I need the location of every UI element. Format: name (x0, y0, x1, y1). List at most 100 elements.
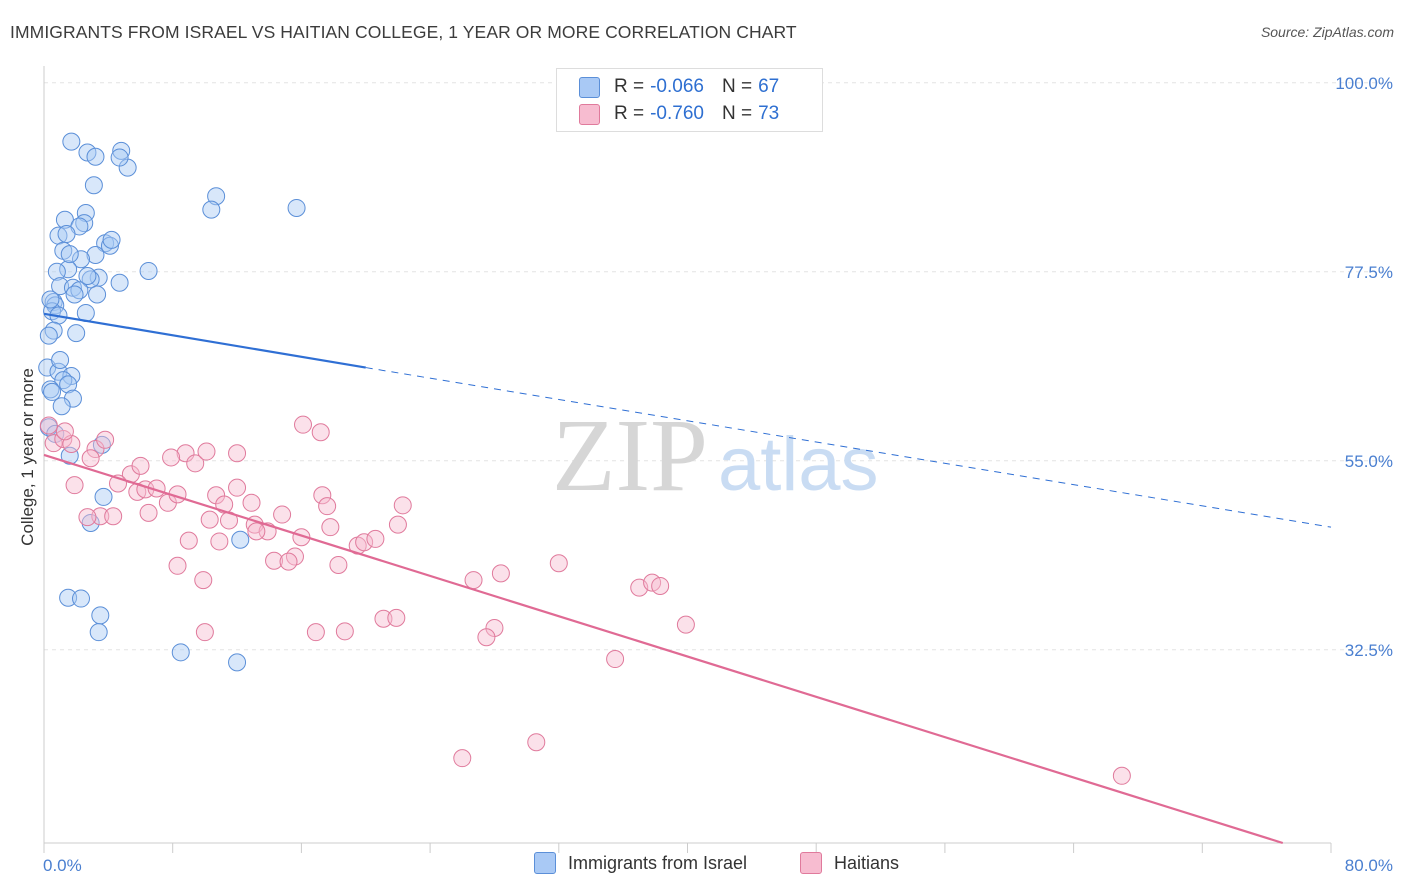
point-israel (91, 606, 110, 625)
point-israel (100, 236, 119, 255)
point-israel (287, 198, 306, 217)
data-points (38, 132, 1131, 785)
point-haitians (168, 556, 187, 575)
legend-r-value: -0.760 (650, 103, 704, 124)
legend-row-haitians: R = -0.760 N = 73 (579, 102, 779, 126)
point-israel (86, 246, 105, 264)
watermark-atlas: atlas (718, 422, 879, 507)
point-israel (88, 285, 107, 304)
point-haitians (55, 422, 74, 441)
point-haitians (355, 533, 374, 552)
bottom-legend: Immigrants from Israel Haitians (0, 852, 1406, 876)
point-haitians (387, 608, 406, 627)
point-israel (44, 321, 63, 340)
y-tick-label: 32.5% (1345, 641, 1393, 660)
point-haitians (676, 615, 695, 634)
point-haitians (527, 733, 546, 752)
point-haitians (200, 510, 219, 529)
point-haitians (366, 529, 385, 548)
axes (43, 66, 1332, 853)
point-israel (139, 261, 158, 280)
point-haitians (195, 623, 214, 642)
point-haitians (606, 650, 625, 669)
legend-r-label: R = (614, 103, 645, 124)
point-israel (86, 147, 105, 166)
point-haitians (393, 496, 412, 515)
point-israel (59, 375, 78, 394)
point-israel (39, 326, 58, 345)
point-haitians (78, 508, 97, 527)
point-haitians (491, 564, 510, 583)
point-israel (47, 262, 66, 281)
point-israel (89, 623, 108, 642)
bottom-legend-label-israel: Immigrants from Israel (568, 852, 748, 873)
point-haitians (388, 515, 407, 534)
point-haitians (228, 478, 247, 497)
point-haitians (1112, 766, 1131, 785)
y-tick-label: 100.0% (1335, 74, 1393, 93)
legend-r-label: R = (614, 76, 645, 97)
point-israel (231, 530, 250, 549)
point-israel (78, 143, 97, 162)
point-haitians (329, 555, 348, 574)
watermark-zip: ZIP (552, 398, 708, 513)
point-israel (43, 382, 62, 401)
point-israel (228, 653, 247, 672)
chart-source: Source: ZipAtlas.com (1260, 24, 1394, 40)
point-israel (81, 513, 100, 532)
point-israel (72, 250, 91, 269)
point-israel (110, 148, 129, 167)
point-haitians (453, 749, 472, 768)
point-israel (60, 446, 79, 465)
point-haitians (210, 532, 229, 551)
point-haitians (279, 552, 298, 571)
point-israel (202, 200, 221, 219)
legend-swatch-haitians (579, 103, 600, 125)
point-haitians (81, 449, 100, 468)
point-israel (62, 132, 81, 151)
trend-haitians (43, 453, 1284, 845)
point-israel (60, 245, 79, 264)
point-haitians (197, 442, 216, 461)
point-israel (52, 397, 71, 416)
point-haitians (39, 416, 58, 435)
point-israel (75, 214, 94, 233)
point-israel (171, 643, 190, 662)
point-haitians (139, 503, 158, 522)
point-israel (84, 176, 103, 195)
point-haitians (321, 518, 340, 537)
point-haitians (318, 497, 337, 516)
watermark: ZIP atlas (552, 398, 879, 513)
point-israel (59, 260, 78, 279)
point-haitians (179, 531, 198, 550)
legend-n-value: 73 (758, 103, 780, 124)
y-axis-label: College, 1 year or more (18, 368, 37, 546)
point-haitians (186, 454, 205, 473)
point-haitians (651, 576, 670, 595)
point-israel (72, 589, 91, 608)
grid-lines (44, 82, 1392, 651)
legend: R = -0.066 N = 67 R = -0.760 N = 73 (556, 68, 823, 132)
bottom-legend-haitians: Haitians (800, 852, 899, 874)
point-israel (51, 351, 70, 369)
point-haitians (311, 423, 330, 442)
point-israel (94, 487, 113, 506)
bottom-legend-swatch-haitians (800, 852, 822, 874)
point-israel (110, 273, 129, 292)
point-haitians (131, 456, 150, 475)
point-haitians (242, 493, 261, 512)
point-haitians (306, 623, 325, 642)
point-israel (102, 230, 121, 249)
point-israel (41, 290, 60, 309)
point-haitians (477, 628, 496, 647)
point-haitians (464, 571, 483, 590)
point-haitians (44, 434, 63, 453)
legend-n-value: 67 (758, 76, 780, 97)
bottom-legend-swatch-israel (534, 852, 556, 874)
point-haitians (194, 571, 213, 590)
point-haitians (273, 505, 292, 524)
point-haitians (104, 507, 123, 526)
point-israel (59, 588, 78, 607)
trend-lines (43, 312, 1332, 845)
